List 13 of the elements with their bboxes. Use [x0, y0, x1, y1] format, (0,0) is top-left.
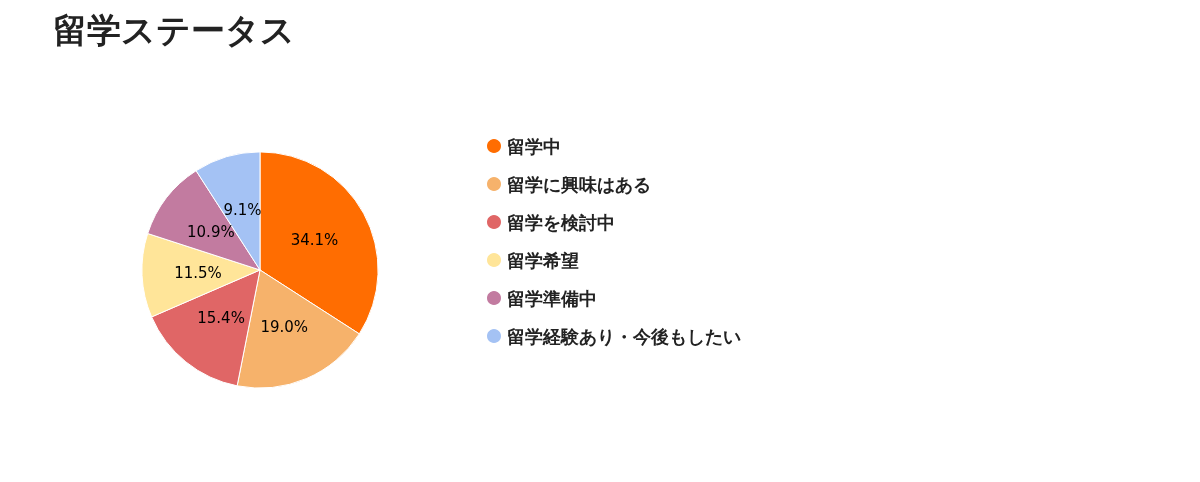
- legend-label: 留学に興味はある: [507, 173, 651, 195]
- data-label: 15.4%: [197, 309, 245, 328]
- chart-title: 留学ステータス: [53, 10, 295, 50]
- legend-label: 留学希望: [507, 249, 579, 271]
- data-label: 19.0%: [260, 318, 309, 337]
- legend-label: 留学準備中: [507, 287, 597, 309]
- data-label: 10.9%: [187, 223, 235, 242]
- legend-label: 留学経験あり・今後もしたい: [507, 325, 741, 347]
- data-label: 34.1%: [290, 231, 339, 250]
- legend-label: 留学を検討中: [507, 211, 615, 233]
- data-label: 9.1%: [223, 201, 262, 220]
- data-label: 11.5%: [174, 263, 222, 282]
- legend-label: 留学中: [507, 135, 561, 157]
